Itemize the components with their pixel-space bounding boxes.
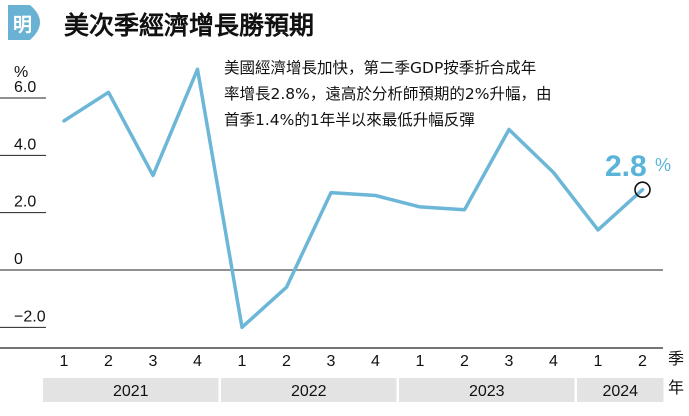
x-tick-label-12: 1 bbox=[594, 353, 603, 370]
annotation-line-1: 美國經濟增長加快，第二季GDP按季折合成年 bbox=[224, 59, 536, 77]
annotation-line-3: 首季1.4%的1年半以來最低升幅反彈 bbox=[224, 111, 475, 129]
x-tick-label-0: 1 bbox=[60, 353, 69, 370]
y-tick-label-0: 6.0 bbox=[14, 79, 36, 96]
annotation-block: 美國經濟增長加快，第二季GDP按季折合成年 率增長2.8%，遠高於分析師預期的2… bbox=[224, 59, 551, 129]
year-band-2024 bbox=[577, 378, 664, 402]
x-tick-label-10: 3 bbox=[505, 353, 514, 370]
year-band-2022 bbox=[221, 378, 397, 402]
x-tick-label-6: 3 bbox=[327, 353, 336, 370]
newspaper-logo-badge bbox=[8, 5, 40, 40]
x-tick-label-9: 2 bbox=[460, 353, 469, 370]
x-tick-label-5: 2 bbox=[282, 353, 291, 370]
annotation-line-2: 率增長2.8%，遠高於分析師預期的2%升幅，由 bbox=[224, 85, 551, 103]
plot-area bbox=[62, 67, 651, 330]
chart-title: 美次季經濟增長勝預期 bbox=[64, 11, 314, 40]
x-tick-label-11: 4 bbox=[549, 353, 558, 370]
year-band-2021 bbox=[43, 378, 219, 402]
gdp-growth-line bbox=[62, 67, 645, 330]
x-tick-label-13: 2 bbox=[638, 353, 647, 370]
y-axis-unit-label: % bbox=[14, 64, 28, 81]
y-tick-label-1: 4.0 bbox=[14, 136, 36, 153]
highlight-value: 2.8 bbox=[605, 150, 647, 183]
year-label-2022: 2022 bbox=[291, 383, 327, 400]
y-tick-label-2: 2.0 bbox=[14, 194, 36, 211]
year-label-2021: 2021 bbox=[113, 383, 149, 400]
header: 明 美次季經濟增長勝預期 bbox=[8, 5, 314, 40]
highlight-marker bbox=[634, 181, 651, 199]
newspaper-logo-char: 明 bbox=[13, 14, 32, 36]
year-label-2024: 2024 bbox=[602, 383, 638, 400]
x-tick-label-7: 4 bbox=[371, 353, 380, 370]
year-band-2023 bbox=[399, 378, 575, 402]
x-axis-quarter-label: 季 bbox=[668, 349, 684, 368]
x-tick-label-3: 4 bbox=[193, 353, 202, 370]
y-tick-label-3: 0 bbox=[14, 251, 23, 268]
highlight-unit: % bbox=[655, 155, 671, 175]
x-tick-label-8: 1 bbox=[416, 353, 425, 370]
x-tick-label-2: 3 bbox=[149, 353, 158, 370]
x-axis-year-label: 年 bbox=[668, 378, 684, 397]
highlight-callout: 2.8 % bbox=[605, 150, 671, 183]
x-tick-label-4: 1 bbox=[238, 353, 247, 370]
year-label-2023: 2023 bbox=[469, 383, 505, 400]
y-tick-label-4: −2.0 bbox=[14, 308, 46, 325]
axes: % 6.0 4.0 2.0 0 −2.0 bbox=[0, 64, 663, 328]
x-tick-label-1: 2 bbox=[104, 353, 113, 370]
